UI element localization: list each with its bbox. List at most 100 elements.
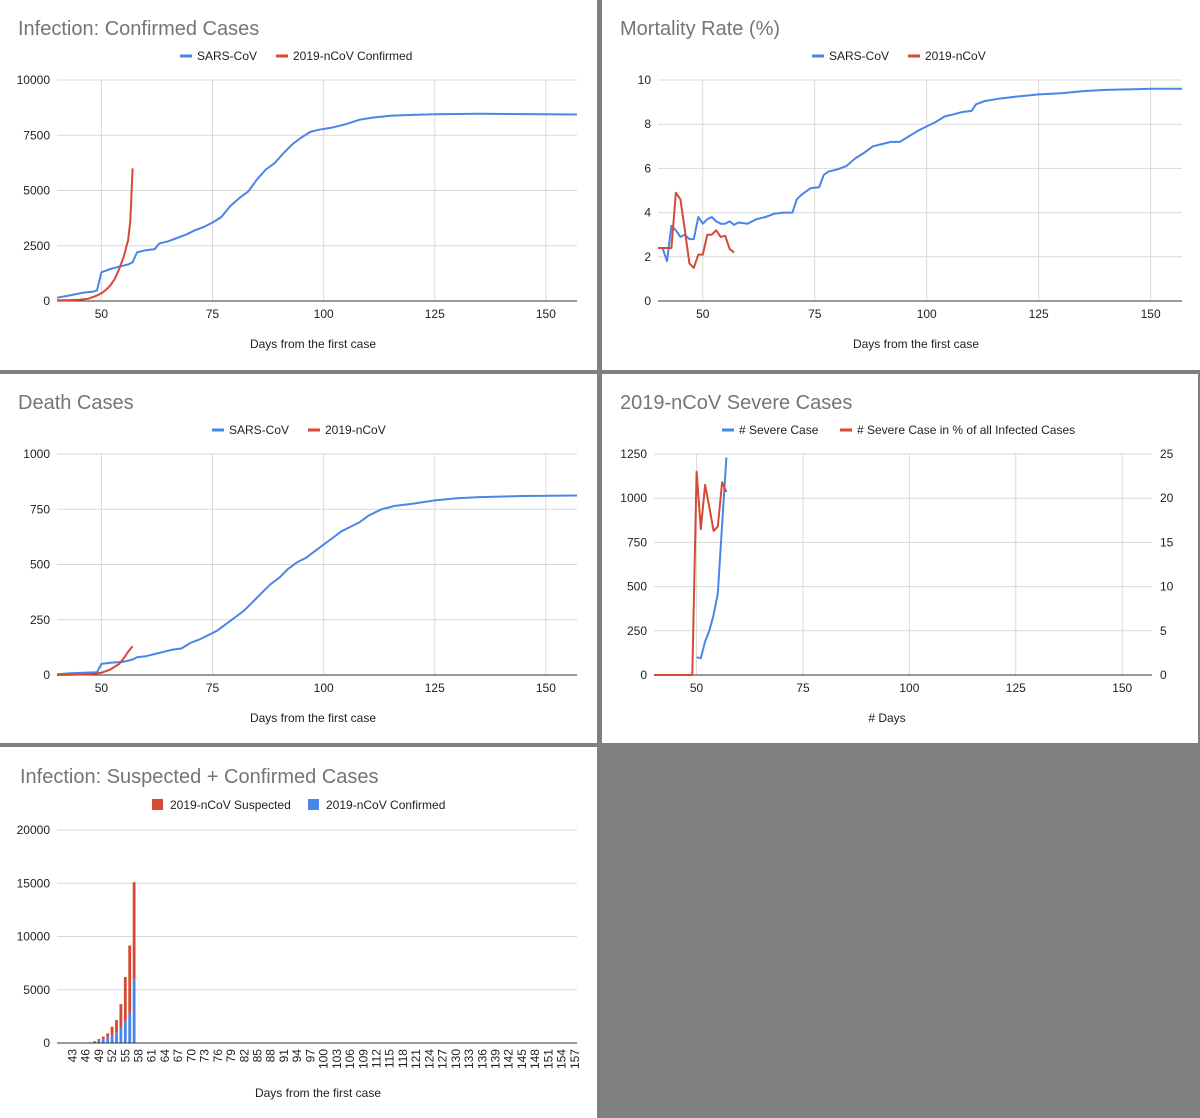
x-tick-label: 58 [132,1049,146,1063]
chart-title: Death Cases [18,392,134,414]
y2-tick-label: 0 [1160,668,1167,682]
bar-confirmed [93,1041,96,1043]
y2-tick-label: 20 [1160,491,1174,505]
x-tick-label: 91 [277,1049,291,1063]
x-tick-label: 50 [696,307,710,321]
series-line-1 [658,191,735,269]
severe-cases-chart: 2019-nCoV Severe Cases # Severe Case # Sev… [620,392,1174,725]
legend-label-0: SARS-CoV [829,49,889,63]
bar-suspected [101,1036,105,1040]
x-tick-label: 112 [369,1049,383,1068]
bar-suspected [115,1020,118,1033]
y2-tick-label: 25 [1160,447,1174,461]
x-tick-label: 75 [206,681,220,695]
x-tick-label: 157 [568,1049,582,1069]
x-tick-label: 103 [330,1049,344,1069]
y-tick-label: 0 [43,1036,50,1050]
bar-confirmed [128,1013,132,1043]
x-tick-label: 61 [145,1049,159,1063]
bar-suspected [119,1004,123,1028]
x-tick-label: 136 [475,1049,489,1069]
legend-swatch-1 [308,799,319,810]
y-tick-label: 0 [640,668,647,682]
legend-label-0: # Severe Case [739,423,819,437]
bar-suspected [93,1041,96,1042]
x-tick-label: 52 [105,1049,119,1063]
bar-suspected [123,976,127,1022]
legend-label-0: SARS-CoV [229,423,289,437]
x-axis-label: Days from the first case [853,337,979,351]
bar-suspected [128,945,132,1014]
y2-tick-label: 10 [1160,580,1174,594]
series-line-1 [654,470,728,676]
x-tick-label: 94 [290,1049,304,1063]
x-tick-label: 75 [796,681,810,695]
x-tick-label: 127 [436,1049,450,1069]
x-tick-label: 150 [536,307,556,321]
legend-label-1: 2019-nCoV [925,49,986,63]
y-tick-label: 750 [30,502,50,516]
y-tick-label: 6 [644,161,651,175]
chart-title: Infection: Suspected + Confirmed Cases [20,766,379,788]
mortality-rate-panel: Mortality Rate (%) SARS-CoV 2019-nCoV 0 2 4 6 8… [602,0,1200,370]
y-tick-label: 10000 [17,73,51,87]
x-tick-label: 150 [1141,307,1161,321]
death-cases-chart: Death Cases SARS-CoV 2019-nCoV 0 250 500 750 10… [18,392,578,725]
x-tick-label: 79 [224,1049,238,1063]
confirmed-cases-chart: Infection: Confirmed Cases SARS-CoV 2019-n… [17,18,578,351]
y-tick-label: 7500 [23,128,50,142]
y-tick-label: 20000 [17,823,51,837]
x-tick-label: 150 [536,681,556,695]
x-tick-label: 100 [899,681,919,695]
y-tick-label: 8 [644,117,651,131]
legend-swatch-0 [152,799,163,810]
legend-label-1: 2019-nCoV Confirmed [326,798,445,812]
y-tick-label: 10 [638,73,652,87]
bar-suspected [132,882,136,980]
death-cases-panel: Death Cases SARS-CoV 2019-nCoV 0 250 500 750 10… [0,374,597,743]
series-line-0 [56,112,578,299]
x-tick-label: 50 [95,681,109,695]
x-tick-label: 64 [158,1049,172,1063]
x-tick-label: 100 [314,681,334,695]
x-tick-label: 125 [1006,681,1026,695]
series-line-0 [658,87,1182,263]
x-tick-label: 50 [690,681,704,695]
x-tick-label: 97 [303,1049,317,1063]
x-tick-label: 67 [171,1049,185,1063]
y2-tick-label: 5 [1160,624,1167,638]
suspected-confirmed-chart: Infection: Suspected + Confirmed Cases 20… [17,766,582,1100]
legend-label-1: # Severe Case in % of all Infected Cases [857,423,1075,437]
bar-confirmed [101,1039,105,1043]
x-tick-label: 106 [343,1049,357,1069]
series-line-1 [56,645,134,676]
x-axis-label: Days from the first case [250,337,376,351]
x-tick-label: 50 [95,307,109,321]
x-tick-label: 150 [1112,681,1132,695]
x-tick-label: 154 [555,1049,569,1069]
series-line-1 [56,168,134,302]
x-tick-label: 125 [425,307,445,321]
y-tick-label: 1000 [620,491,647,505]
x-tick-label: 139 [488,1049,502,1069]
x-tick-label: 124 [422,1049,436,1069]
x-tick-label: 85 [251,1049,265,1063]
legend-label-1: 2019-nCoV Confirmed [293,49,412,63]
bar-confirmed [106,1037,110,1043]
y-tick-label: 2500 [23,239,50,253]
x-tick-label: 125 [1029,307,1049,321]
bar-confirmed [97,1040,101,1043]
x-tick-label: 100 [317,1049,331,1069]
bar-confirmed [132,979,136,1043]
bar-confirmed [123,1021,127,1043]
x-tick-label: 82 [237,1049,251,1063]
x-tick-label: 88 [264,1049,278,1063]
y-tick-label: 250 [30,613,50,627]
x-tick-label: 121 [409,1049,423,1069]
x-tick-label: 100 [917,307,937,321]
x-tick-label: 142 [502,1049,516,1069]
chart-title: Mortality Rate (%) [620,18,780,40]
x-tick-label: 70 [184,1049,198,1063]
y-tick-label: 1250 [620,447,647,461]
chart-title: 2019-nCoV Severe Cases [620,392,852,414]
